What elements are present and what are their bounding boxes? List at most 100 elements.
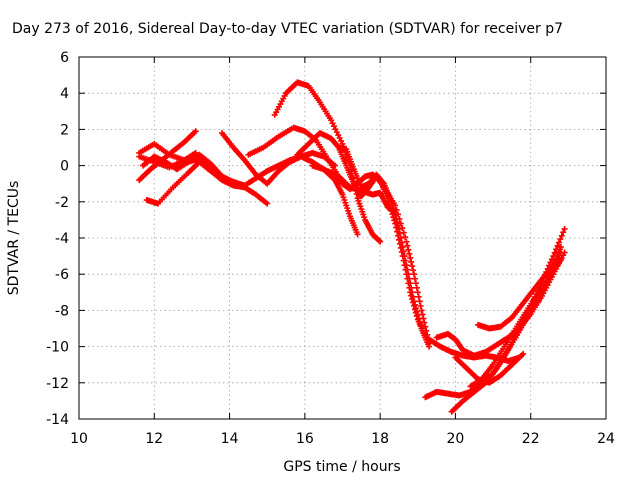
y-tick-label: 6 bbox=[60, 50, 69, 66]
data-point bbox=[409, 263, 416, 270]
data-point bbox=[408, 284, 415, 291]
data-point bbox=[557, 244, 564, 251]
data-point bbox=[389, 202, 396, 209]
data-point bbox=[403, 262, 410, 269]
data-point bbox=[560, 229, 567, 236]
x-tick-label: 12 bbox=[145, 431, 163, 447]
data-point bbox=[414, 311, 421, 318]
data-point bbox=[379, 179, 386, 186]
data-point bbox=[411, 298, 418, 305]
data-point bbox=[411, 275, 418, 282]
series-arc-4 bbox=[136, 140, 199, 164]
data-point bbox=[391, 208, 398, 215]
data-point bbox=[395, 225, 402, 232]
data-point bbox=[548, 256, 555, 263]
y-tick-label: -12 bbox=[46, 376, 69, 392]
data-point bbox=[413, 284, 420, 291]
y-tick-label: 4 bbox=[60, 86, 69, 102]
data-point bbox=[400, 229, 407, 236]
chart-title: Day 273 of 2016, Sidereal Day-to-day VTE… bbox=[12, 21, 563, 37]
series-arc-19 bbox=[535, 244, 564, 305]
data-point bbox=[192, 149, 199, 156]
data-point bbox=[520, 350, 527, 357]
x-tick-label: 22 bbox=[522, 431, 540, 447]
data-point bbox=[403, 238, 410, 245]
data-point bbox=[404, 242, 411, 249]
data-point bbox=[416, 318, 423, 325]
data-point bbox=[377, 238, 384, 245]
axis-ticks bbox=[78, 56, 607, 420]
x-tick-label: 10 bbox=[70, 431, 88, 447]
data-point bbox=[551, 249, 558, 256]
data-point bbox=[192, 128, 199, 135]
data-point bbox=[399, 244, 406, 251]
y-tick-label: 0 bbox=[60, 159, 69, 175]
data-point bbox=[404, 266, 411, 273]
y-tick-label: -6 bbox=[55, 267, 69, 283]
data-point bbox=[402, 234, 409, 241]
data-marks bbox=[136, 79, 568, 415]
data-point bbox=[410, 293, 417, 300]
y-tick-label: 2 bbox=[60, 122, 69, 138]
y-axis-label: SDTVAR / TECUs bbox=[6, 181, 22, 296]
data-point bbox=[414, 289, 421, 296]
data-point bbox=[418, 307, 425, 314]
data-point bbox=[557, 256, 564, 263]
data-point bbox=[405, 271, 412, 278]
data-point bbox=[555, 239, 562, 246]
data-point bbox=[406, 250, 413, 257]
data-point bbox=[398, 239, 405, 246]
y-tick-label: -2 bbox=[55, 195, 69, 211]
data-point bbox=[401, 253, 408, 260]
data-point bbox=[376, 237, 383, 244]
x-tick-label: 16 bbox=[296, 431, 314, 447]
data-point bbox=[426, 343, 433, 350]
y-tick-label: -8 bbox=[55, 303, 69, 319]
data-point bbox=[354, 231, 361, 238]
data-point bbox=[397, 235, 404, 241]
data-point bbox=[395, 222, 402, 229]
data-point bbox=[407, 254, 414, 261]
data-point bbox=[412, 305, 419, 312]
data-point bbox=[402, 257, 409, 264]
data-point bbox=[406, 275, 413, 282]
x-tick-label: 20 bbox=[447, 431, 465, 447]
series-arc-6 bbox=[219, 130, 361, 238]
data-point bbox=[264, 200, 271, 207]
data-point bbox=[557, 236, 564, 243]
data-point bbox=[415, 315, 422, 322]
data-point bbox=[413, 308, 420, 315]
y-tick-label: -10 bbox=[46, 340, 69, 356]
x-tick-label: 14 bbox=[221, 431, 239, 447]
data-point bbox=[421, 319, 428, 326]
data-point bbox=[561, 225, 568, 232]
data-point bbox=[412, 280, 419, 287]
data-point bbox=[415, 293, 422, 300]
data-point bbox=[411, 271, 418, 278]
data-point bbox=[409, 289, 416, 296]
data-point bbox=[408, 258, 415, 265]
x-axis-label: GPS time / hours bbox=[283, 459, 400, 475]
data-point bbox=[405, 246, 412, 253]
data-point bbox=[396, 230, 403, 237]
data-point bbox=[411, 301, 418, 308]
data-point bbox=[390, 205, 397, 212]
data-point bbox=[395, 211, 402, 218]
data-point bbox=[558, 232, 565, 239]
data-point bbox=[400, 248, 407, 255]
data-point bbox=[388, 198, 395, 205]
data-point bbox=[393, 215, 400, 222]
data-point bbox=[554, 242, 561, 249]
y-tick-label: -4 bbox=[55, 231, 69, 247]
data-point bbox=[417, 302, 424, 309]
data-point bbox=[399, 225, 406, 232]
x-tick-label: 18 bbox=[371, 431, 389, 447]
data-point bbox=[394, 219, 401, 226]
data-point bbox=[410, 267, 417, 274]
plot-frame bbox=[78, 56, 607, 420]
data-point bbox=[392, 212, 399, 219]
series-arc-16 bbox=[475, 258, 561, 332]
grid bbox=[79, 57, 606, 419]
